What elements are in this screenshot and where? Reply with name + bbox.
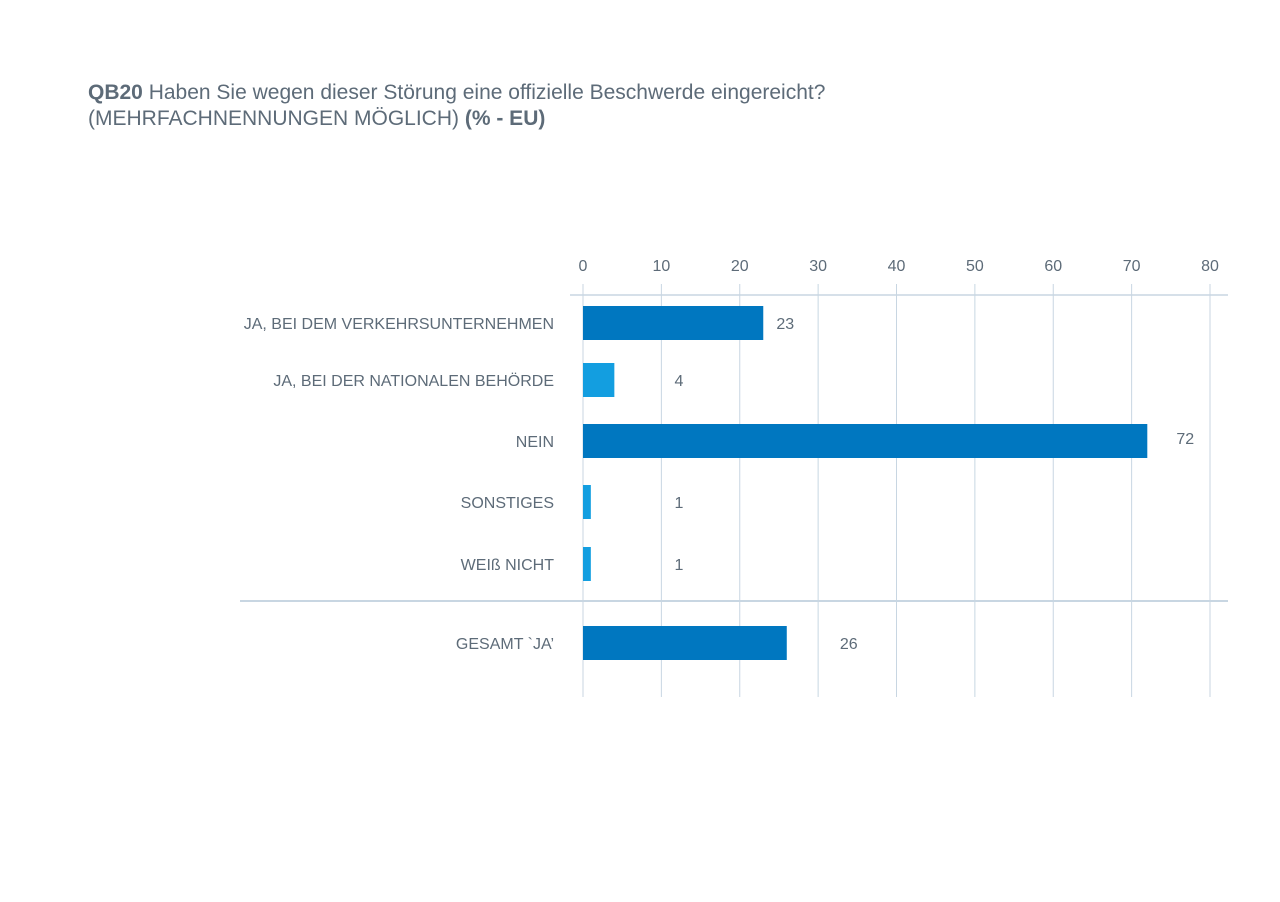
category-label-1: JA, BEI DER NATIONALEN BEHÖRDE [273,372,554,390]
x-tick-label-60: 60 [1044,258,1062,275]
category-label-4: WEIß NICHT [461,557,555,574]
data-label-5: 26 [840,636,858,653]
question-code: QB20 [88,81,143,104]
bar-5 [583,626,787,660]
bars [583,306,1148,660]
title-line-1: QB20 Haben Sie wegen dieser Störung eine… [88,80,825,106]
data-label-0: 23 [776,316,794,333]
category-label-3: SONSTIGES [461,495,554,512]
data-label-2: 72 [1176,431,1194,448]
data-label-3: 1 [675,495,684,512]
x-tick-label-20: 20 [731,258,749,275]
x-tick-label-70: 70 [1123,258,1141,275]
x-tick-label-0: 0 [579,258,588,275]
x-tick-label-10: 10 [652,258,670,275]
data-labels: 23 4 72 1 1 26 [675,316,1195,653]
question-text: Haben Sie wegen dieser Störung eine offi… [148,81,826,104]
x-axis-ticks: 0 10 20 30 40 50 60 70 80 [579,258,1219,275]
category-label-2: NEIN [516,434,554,451]
question-qualifier: (MEHRFACHNENNUNGEN MÖGLICH) [88,107,460,130]
bar-1 [583,363,615,397]
x-tick-label-50: 50 [966,258,984,275]
data-label-4: 1 [675,557,684,574]
x-tick-label-30: 30 [809,258,827,275]
data-label-1: 4 [675,373,684,390]
unit-label: (% - EU) [464,107,546,130]
bar-4 [583,547,591,581]
bar-3 [583,485,591,519]
category-label-5: GESAMT `JA’ [456,636,554,653]
bar-2 [583,424,1148,458]
chart-title: QB20 Haben Sie wegen dieser Störung eine… [88,80,825,132]
x-tick-label-40: 40 [888,258,906,275]
title-line-2: (MEHRFACHNENNUNGEN MÖGLICH) (% - EU) [88,106,825,132]
category-label-0: JA, BEI DEM VERKEHRSUNTERNEHMEN [244,316,554,333]
category-labels: JA, BEI DEM VERKEHRSUNTERNEHMEN JA, BEI D… [244,316,554,653]
gridlines [240,284,1228,697]
x-tick-label-80: 80 [1201,258,1219,275]
bar-0 [583,306,764,340]
